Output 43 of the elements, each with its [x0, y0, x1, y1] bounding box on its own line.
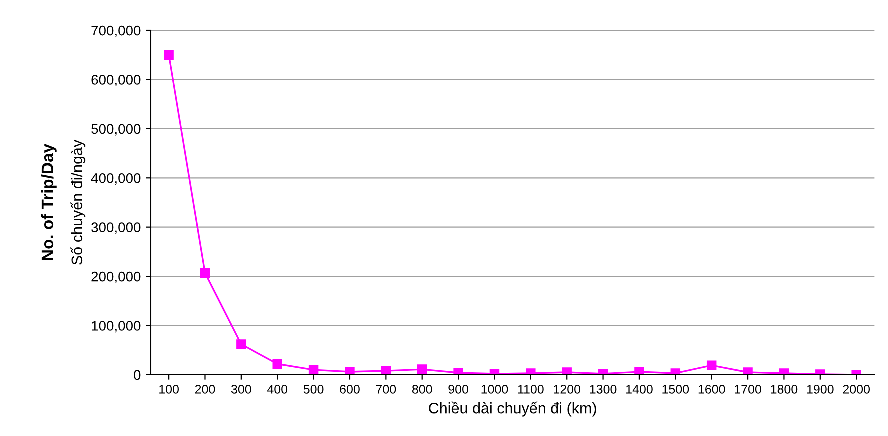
x-tick-label: 700	[376, 385, 396, 394]
point	[345, 367, 355, 375]
x-tick-label: 200	[195, 385, 216, 394]
x-tick-label: 1000	[482, 385, 508, 394]
x-tick-label: 1100	[518, 385, 544, 394]
point	[634, 367, 644, 375]
x-tick-label: 1500	[662, 385, 690, 394]
y-tick-label: 400,000	[91, 173, 141, 185]
x-axis-title: Chiều dài chuyến đi (km)	[429, 402, 596, 417]
x-tick-label: 600	[340, 385, 360, 394]
x-tick-label: 100	[160, 385, 179, 394]
x-tick-label: 800	[412, 385, 432, 394]
y-tick-label: 100,000	[92, 321, 141, 333]
y-axis-title: No. of Trip/Day	[41, 144, 57, 260]
y-tick-label: 500,000	[92, 124, 141, 136]
point	[381, 366, 392, 375]
point	[706, 360, 717, 370]
y-tick-label: 300,000	[92, 222, 141, 234]
x-tick-label: 1800	[771, 385, 798, 394]
x-tick-label: 1300	[590, 385, 617, 394]
x-tick-label: 900	[448, 385, 468, 394]
y-tick-label: 0	[134, 370, 141, 380]
y-tick-label: 200,000	[92, 272, 141, 284]
point	[200, 268, 210, 278]
x-tick-label: 400	[267, 385, 288, 394]
x-tick-label: 2000	[843, 385, 870, 394]
point	[562, 368, 572, 375]
y-tick-label: 600,000	[92, 75, 141, 87]
x-tick-label: 1900	[807, 385, 834, 394]
y-tick-label: 700,000	[92, 26, 141, 38]
x-tick-label: 1700	[735, 385, 762, 394]
point	[236, 340, 246, 350]
point	[164, 50, 174, 60]
text: Số chuyến đi/ngày	[70, 140, 86, 265]
point	[417, 364, 428, 374]
x-tick-label: 300	[231, 385, 252, 394]
x-tick-label: 1600	[698, 385, 726, 394]
point	[308, 365, 319, 375]
x-tick-label: 500	[304, 385, 324, 394]
x-tick-label: 1400	[626, 385, 653, 394]
point	[743, 368, 753, 375]
x-tick-label: 1200	[554, 385, 581, 394]
point	[272, 359, 282, 369]
